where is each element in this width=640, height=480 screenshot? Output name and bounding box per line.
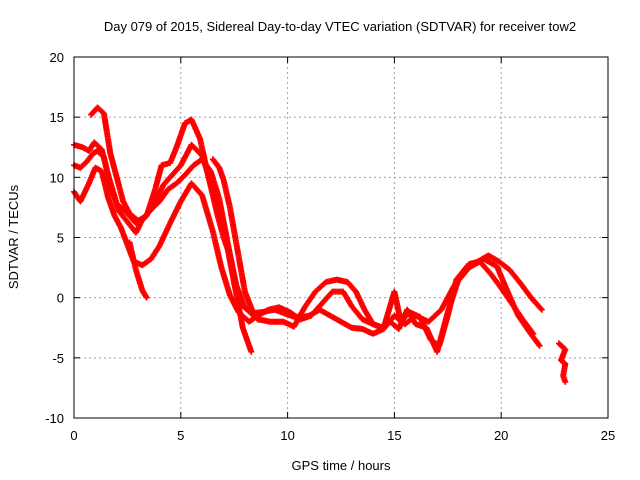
y-tick-label: 10: [50, 170, 64, 185]
y-tick-label: 20: [50, 50, 64, 65]
x-tick-label: 15: [387, 428, 401, 443]
y-tick-label: 15: [50, 110, 64, 125]
x-tick-label: 20: [494, 428, 508, 443]
x-axis-label: GPS time / hours: [292, 458, 391, 473]
x-tick-label: 5: [177, 428, 184, 443]
grid-lines: [74, 57, 608, 418]
y-tick-label: 0: [57, 291, 64, 306]
series-trace-g: [555, 340, 569, 385]
data-point: [536, 342, 543, 349]
series-trace-d: [88, 104, 255, 355]
data-point: [562, 378, 569, 385]
x-tick-label: 0: [70, 428, 77, 443]
x-tick-label: 25: [601, 428, 615, 443]
data-point: [530, 330, 537, 337]
data-points: [71, 104, 569, 385]
y-tick-label: -5: [52, 351, 64, 366]
y-tick-label: -10: [45, 411, 64, 426]
series-trace-c: [71, 164, 537, 355]
series-trace-e: [209, 156, 257, 317]
data-point: [250, 310, 257, 317]
series-trace-f: [126, 239, 150, 301]
x-tick-label: 10: [280, 428, 294, 443]
data-point: [248, 348, 255, 355]
data-point: [537, 305, 544, 312]
y-axis-label: SDTVAR / TECUs: [6, 184, 21, 289]
y-tick-label: 5: [57, 231, 64, 246]
data-point: [538, 306, 545, 313]
axis-ticks: 0 5 10 15 20 25 -10 -5 0 5 10 15 20: [45, 50, 615, 443]
data-point: [143, 294, 150, 301]
chart-title: Day 079 of 2015, Sidereal Day-to-day VTE…: [104, 19, 576, 34]
